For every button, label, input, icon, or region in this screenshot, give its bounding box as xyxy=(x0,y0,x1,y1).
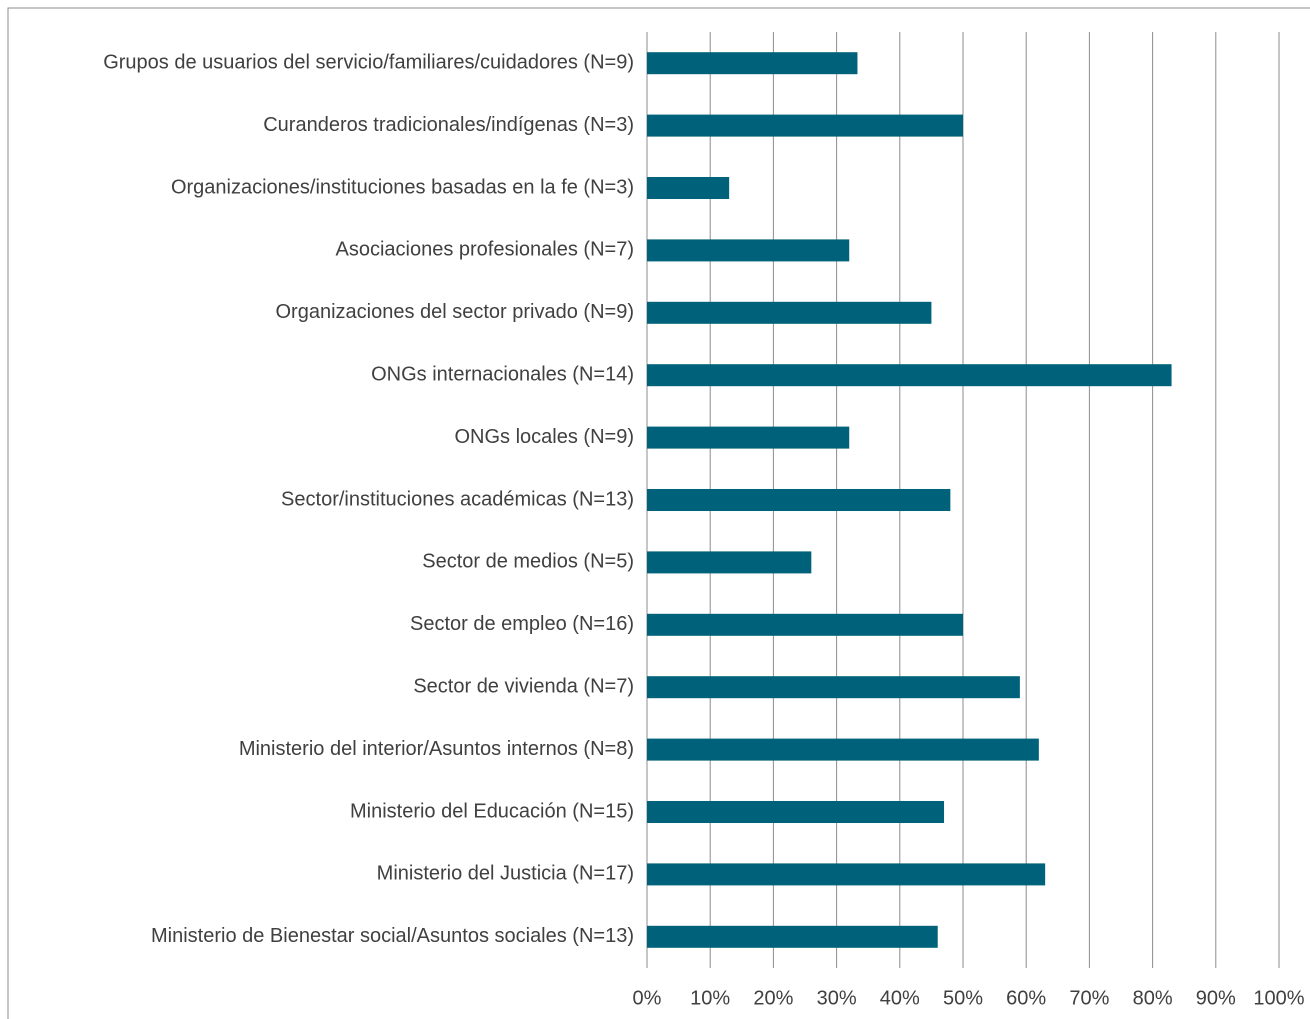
y-tick-label: Sector/instituciones académicas (N=13) xyxy=(281,488,634,510)
x-tick-label: 80% xyxy=(1133,987,1173,1009)
bar xyxy=(647,52,858,75)
bar xyxy=(647,489,951,511)
bar xyxy=(647,738,1039,761)
y-tick-label: Sector de empleo (N=16) xyxy=(410,613,634,635)
y-tick-label: Ministerio del Justicia (N=17) xyxy=(377,863,634,885)
bar xyxy=(647,613,963,636)
x-tick-label: 40% xyxy=(880,987,920,1009)
bar xyxy=(647,801,945,823)
bar xyxy=(647,364,1172,387)
y-tick-label: Organizaciones/instituciones basadas en … xyxy=(171,176,634,198)
x-tick-label: 10% xyxy=(690,987,730,1009)
y-tick-label: Organizaciones del sector privado (N=9) xyxy=(275,301,634,323)
bar xyxy=(647,426,850,449)
y-tick-label: Ministerio del interior/Asuntos internos… xyxy=(239,738,634,760)
y-tick-label: ONGs locales (N=9) xyxy=(455,426,635,448)
x-tick-label: 100% xyxy=(1253,987,1304,1009)
x-tick-label: 60% xyxy=(1006,987,1046,1009)
y-tick-label: Sector de medios (N=5) xyxy=(422,551,634,573)
bar xyxy=(647,925,938,948)
bar xyxy=(647,114,963,137)
y-tick-label: Curanderos tradicionales/indígenas (N=3) xyxy=(263,114,634,136)
bar xyxy=(647,301,932,324)
frame xyxy=(7,7,1310,1019)
x-tick-label: 70% xyxy=(1069,987,1109,1009)
y-tick-label: Ministerio de Bienestar social/Asuntos s… xyxy=(151,925,634,947)
y-tick-label: Sector de vivienda (N=7) xyxy=(413,675,634,697)
bar xyxy=(647,551,812,574)
y-tick-label: Asociaciones profesionales (N=7) xyxy=(336,239,635,261)
y-tick-label: Grupos de usuarios del servicio/familiar… xyxy=(103,51,634,73)
bar xyxy=(647,863,1046,886)
x-tick-label: 90% xyxy=(1196,987,1236,1009)
y-tick-label: Ministerio del Educación (N=15) xyxy=(350,800,634,822)
y-tick-label: ONGs internacionales (N=14) xyxy=(371,363,634,385)
x-tick-label: 20% xyxy=(753,987,793,1009)
bar xyxy=(647,239,850,262)
bar xyxy=(647,177,730,199)
x-tick-label: 50% xyxy=(943,987,983,1009)
x-tick-label: 30% xyxy=(817,987,857,1009)
bar xyxy=(647,676,1020,699)
x-tick-label: 0% xyxy=(633,987,662,1009)
